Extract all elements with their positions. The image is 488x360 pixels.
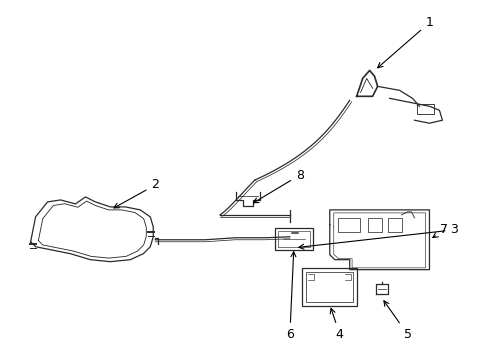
FancyBboxPatch shape	[274, 228, 312, 250]
Text: 4: 4	[329, 308, 343, 341]
FancyBboxPatch shape	[301, 268, 356, 306]
Text: 5: 5	[383, 301, 411, 341]
Text: 7: 7	[432, 223, 447, 238]
FancyBboxPatch shape	[367, 218, 381, 232]
Text: 2: 2	[114, 179, 159, 208]
FancyBboxPatch shape	[387, 218, 401, 232]
Text: 1: 1	[377, 16, 432, 68]
FancyBboxPatch shape	[305, 272, 352, 302]
FancyBboxPatch shape	[277, 231, 309, 247]
Text: 3: 3	[298, 223, 457, 249]
Text: 8: 8	[253, 168, 303, 203]
FancyBboxPatch shape	[337, 218, 359, 232]
Text: 6: 6	[285, 252, 295, 341]
